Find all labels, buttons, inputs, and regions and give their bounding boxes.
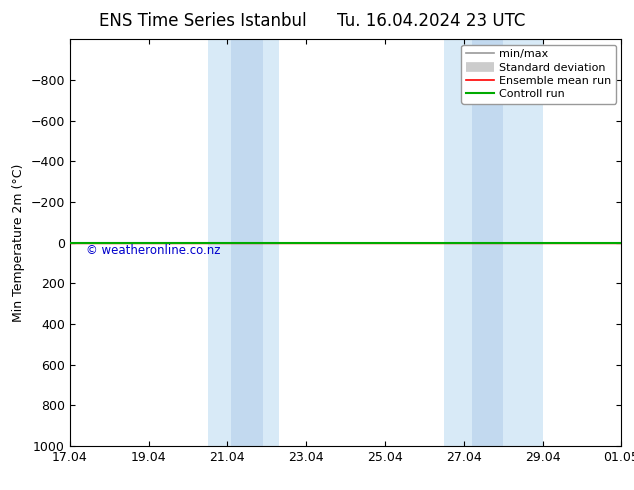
- Bar: [444, 39, 543, 446]
- Text: ENS Time Series Istanbul: ENS Time Series Istanbul: [99, 12, 307, 30]
- Text: © weatheronline.co.nz: © weatheronline.co.nz: [86, 244, 221, 257]
- Bar: [472, 39, 503, 446]
- Bar: [207, 39, 278, 446]
- Text: Tu. 16.04.2024 23 UTC: Tu. 16.04.2024 23 UTC: [337, 12, 526, 30]
- Y-axis label: Min Temperature 2m (°C): Min Temperature 2m (°C): [12, 163, 25, 322]
- Legend: min/max, Standard deviation, Ensemble mean run, Controll run: min/max, Standard deviation, Ensemble me…: [462, 45, 616, 104]
- Bar: [231, 39, 262, 446]
